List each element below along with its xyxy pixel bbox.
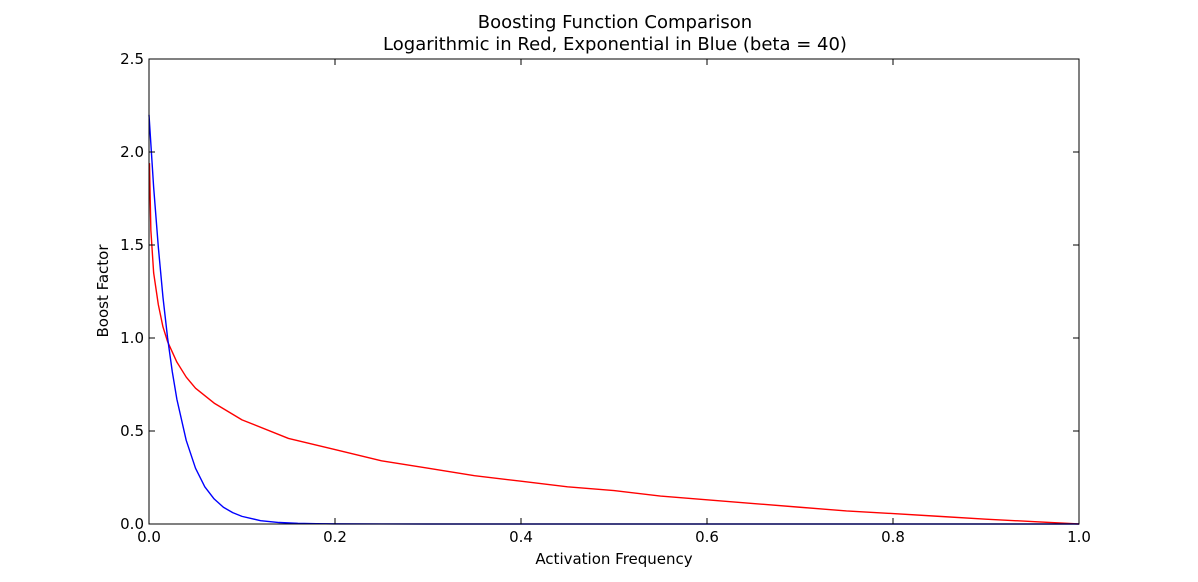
y-tick-label: 0.5: [120, 422, 144, 440]
y-tick-label: 2.5: [120, 50, 144, 68]
y-tick-label: 2.0: [120, 143, 144, 161]
x-tick-label: 0.2: [323, 528, 347, 546]
x-tick-label: 0.4: [509, 528, 533, 546]
x-tick-label: 0.6: [695, 528, 719, 546]
x-tick-label: 1.0: [1067, 528, 1091, 546]
y-tick-label: 1.0: [120, 329, 144, 347]
x-tick-label: 0.0: [137, 528, 161, 546]
plot-frame: [148, 58, 1080, 525]
chart-subtitle: Logarithmic in Red, Exponential in Blue …: [383, 34, 847, 55]
y-axis-label: Boost Factor: [94, 244, 112, 338]
x-tick-label: 0.8: [881, 528, 905, 546]
chart-title: Boosting Function Comparison: [478, 12, 752, 33]
x-axis-label: Activation Frequency: [535, 550, 692, 568]
logarithmic-boost-line: [148, 163, 1080, 525]
series-layer: [148, 114, 1080, 525]
y-tick-label: 1.5: [120, 236, 144, 254]
exponential-boost-line: [148, 114, 1079, 525]
ticks-layer: 0.0 0.2 0.4 0.6 0.8 1.0 0.0 0.5 1.0 1.5 2.0 2.5: [120, 50, 1091, 546]
y-tick-label: 0.0: [120, 515, 144, 533]
